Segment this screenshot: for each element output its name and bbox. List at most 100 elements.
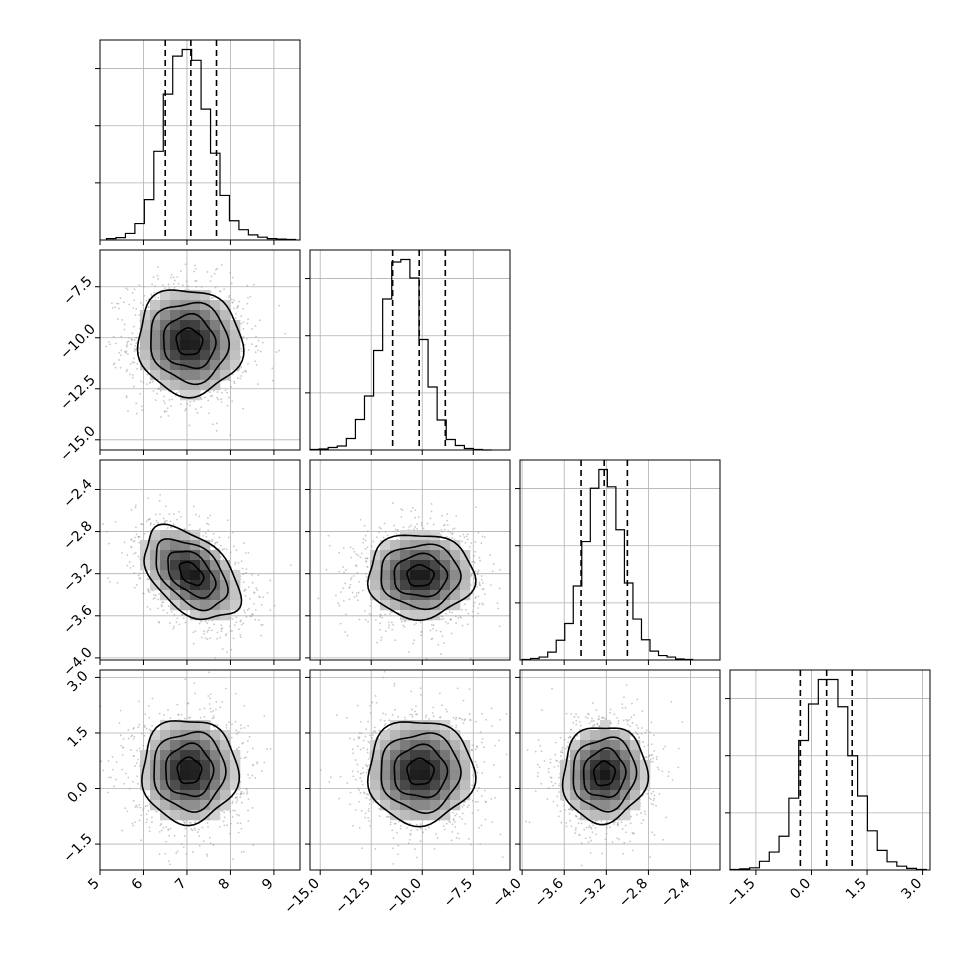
density-cell — [400, 540, 411, 551]
scatter-point — [162, 400, 165, 402]
scatter-point — [130, 343, 132, 346]
scatter-point — [162, 517, 165, 520]
density-cell — [200, 340, 211, 351]
scatter-point — [381, 616, 384, 619]
scatter-point — [182, 617, 185, 620]
scatter-point — [188, 821, 191, 824]
scatter-point — [199, 716, 202, 719]
scatter-point — [198, 528, 201, 531]
scatter-point — [209, 280, 212, 283]
density-cell — [220, 330, 231, 341]
scatter-point — [392, 530, 395, 533]
scatter-point — [114, 366, 117, 369]
scatter-point — [216, 396, 218, 399]
joint-content-2-1 — [310, 460, 514, 660]
density-cell — [200, 310, 211, 321]
scatter-point — [237, 831, 240, 834]
scatter-point — [212, 844, 215, 847]
scatter-point — [370, 614, 373, 616]
scatter-point — [149, 381, 152, 384]
scatter-point — [420, 524, 423, 527]
scatter-point — [200, 406, 203, 409]
scatter-point — [477, 595, 480, 598]
scatter-point — [172, 283, 175, 285]
scatter-point — [512, 566, 514, 568]
scatter-point — [492, 563, 495, 565]
scatter-point — [223, 824, 226, 827]
scatter-point — [134, 314, 137, 316]
density-cell — [400, 600, 411, 611]
density-cell — [420, 600, 431, 611]
scatter-point — [126, 368, 129, 371]
scatter-point — [204, 620, 207, 623]
scatter-point — [467, 612, 470, 615]
scatter-point — [157, 620, 160, 623]
scatter-point — [247, 725, 250, 727]
scatter-point — [392, 502, 394, 505]
scatter-point — [230, 298, 233, 301]
scatter-point — [241, 371, 244, 374]
scatter-point — [211, 394, 214, 397]
scatter-point — [441, 515, 443, 517]
scatter-point — [151, 816, 153, 819]
scatter-point — [440, 615, 443, 618]
contour-level-2 — [150, 301, 231, 386]
scatter-point — [337, 602, 340, 605]
scatter-point — [388, 613, 391, 615]
panel-frame-1-0 — [99, 249, 301, 451]
scatter-point — [215, 429, 218, 432]
scatter-point — [440, 528, 443, 531]
scatter-point — [192, 851, 194, 853]
density-cell — [450, 540, 461, 551]
scatter-point — [108, 581, 111, 583]
scatter-point — [471, 615, 474, 618]
scatter-point — [465, 535, 468, 538]
scatter-point — [166, 527, 169, 529]
panel-frame-1-1 — [309, 249, 511, 451]
scatter-point — [351, 591, 354, 594]
density-cell — [180, 370, 191, 381]
scatter-point — [143, 285, 145, 288]
scatter-point — [440, 618, 443, 621]
scatter-point — [445, 621, 447, 623]
scatter-point — [140, 405, 143, 408]
joint-panel-1-0 — [99, 249, 301, 451]
scatter-point — [242, 407, 245, 410]
scatter-point — [278, 304, 281, 307]
scatter-point — [220, 630, 223, 632]
scatter-point — [184, 263, 187, 266]
scatter-point — [255, 344, 258, 347]
scatter-point — [243, 850, 245, 853]
scatter-point — [366, 557, 369, 560]
scatter-point — [240, 348, 243, 351]
scatter-point — [248, 598, 251, 600]
scatter-point — [375, 536, 378, 539]
scatter-point — [388, 624, 391, 626]
density-cell — [420, 530, 431, 541]
scatter-point — [162, 284, 164, 287]
scatter-point — [244, 611, 246, 614]
density-cell — [140, 540, 151, 551]
density-cell — [170, 290, 181, 301]
scatter-point — [235, 549, 238, 552]
scatter-point — [242, 335, 245, 338]
density-cell — [190, 300, 201, 311]
scatter-point — [157, 296, 160, 299]
density-cell — [390, 540, 401, 551]
scatter-point — [447, 530, 450, 532]
density-cell — [430, 610, 441, 621]
scatter-point — [476, 573, 479, 576]
scatter-point — [426, 522, 429, 525]
scatter-point — [173, 513, 175, 516]
density-cell — [190, 570, 201, 581]
scatter-point — [176, 850, 179, 853]
contour-level-1 — [393, 552, 449, 598]
scatter-point — [240, 619, 242, 622]
density-cell — [440, 540, 451, 551]
scatter-point — [231, 618, 234, 620]
scatter-point — [233, 382, 236, 385]
scatter-point — [130, 538, 133, 541]
scatter-point — [257, 349, 260, 352]
scatter-point — [362, 538, 365, 540]
scatter-point — [482, 588, 485, 590]
